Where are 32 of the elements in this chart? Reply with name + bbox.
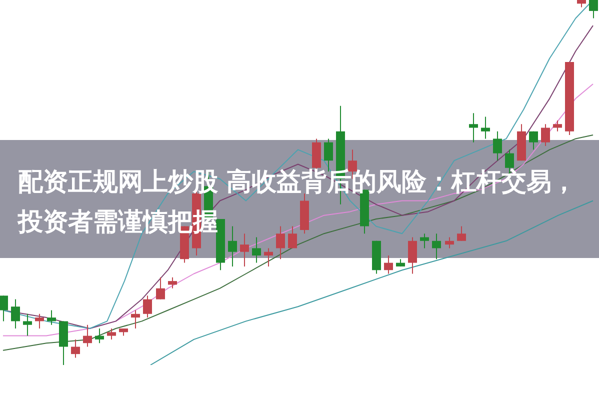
candlestick [131, 310, 140, 329]
candlestick [457, 226, 466, 242]
candlestick [288, 226, 297, 249]
candlestick [107, 328, 116, 340]
candlestick [264, 248, 273, 267]
candlestick [95, 328, 104, 344]
candlestick [384, 255, 393, 274]
candlestick [469, 112, 478, 143]
candlestick [168, 276, 177, 289]
candlestick [432, 233, 441, 260]
candlestick [71, 338, 80, 358]
candlestick [143, 295, 152, 318]
candlestick [541, 124, 550, 146]
candlestick [240, 233, 249, 267]
candlestick [529, 130, 538, 150]
candlestick [445, 236, 454, 249]
candlestick [83, 324, 92, 348]
candlestick [35, 313, 44, 329]
candlestick [47, 310, 56, 326]
candlestick [553, 120, 562, 132]
candlestick [252, 236, 261, 264]
candlestick [0, 295, 8, 322]
candlestick [420, 233, 429, 249]
candlestick [23, 313, 32, 336]
candlestick [11, 298, 20, 329]
candlestick [276, 226, 285, 260]
candlestick [408, 236, 417, 274]
candlestick [156, 276, 165, 300]
candlestick [228, 226, 237, 267]
candlestick [481, 116, 490, 140]
candlestick [493, 130, 502, 162]
candlestick [589, 0, 598, 19]
